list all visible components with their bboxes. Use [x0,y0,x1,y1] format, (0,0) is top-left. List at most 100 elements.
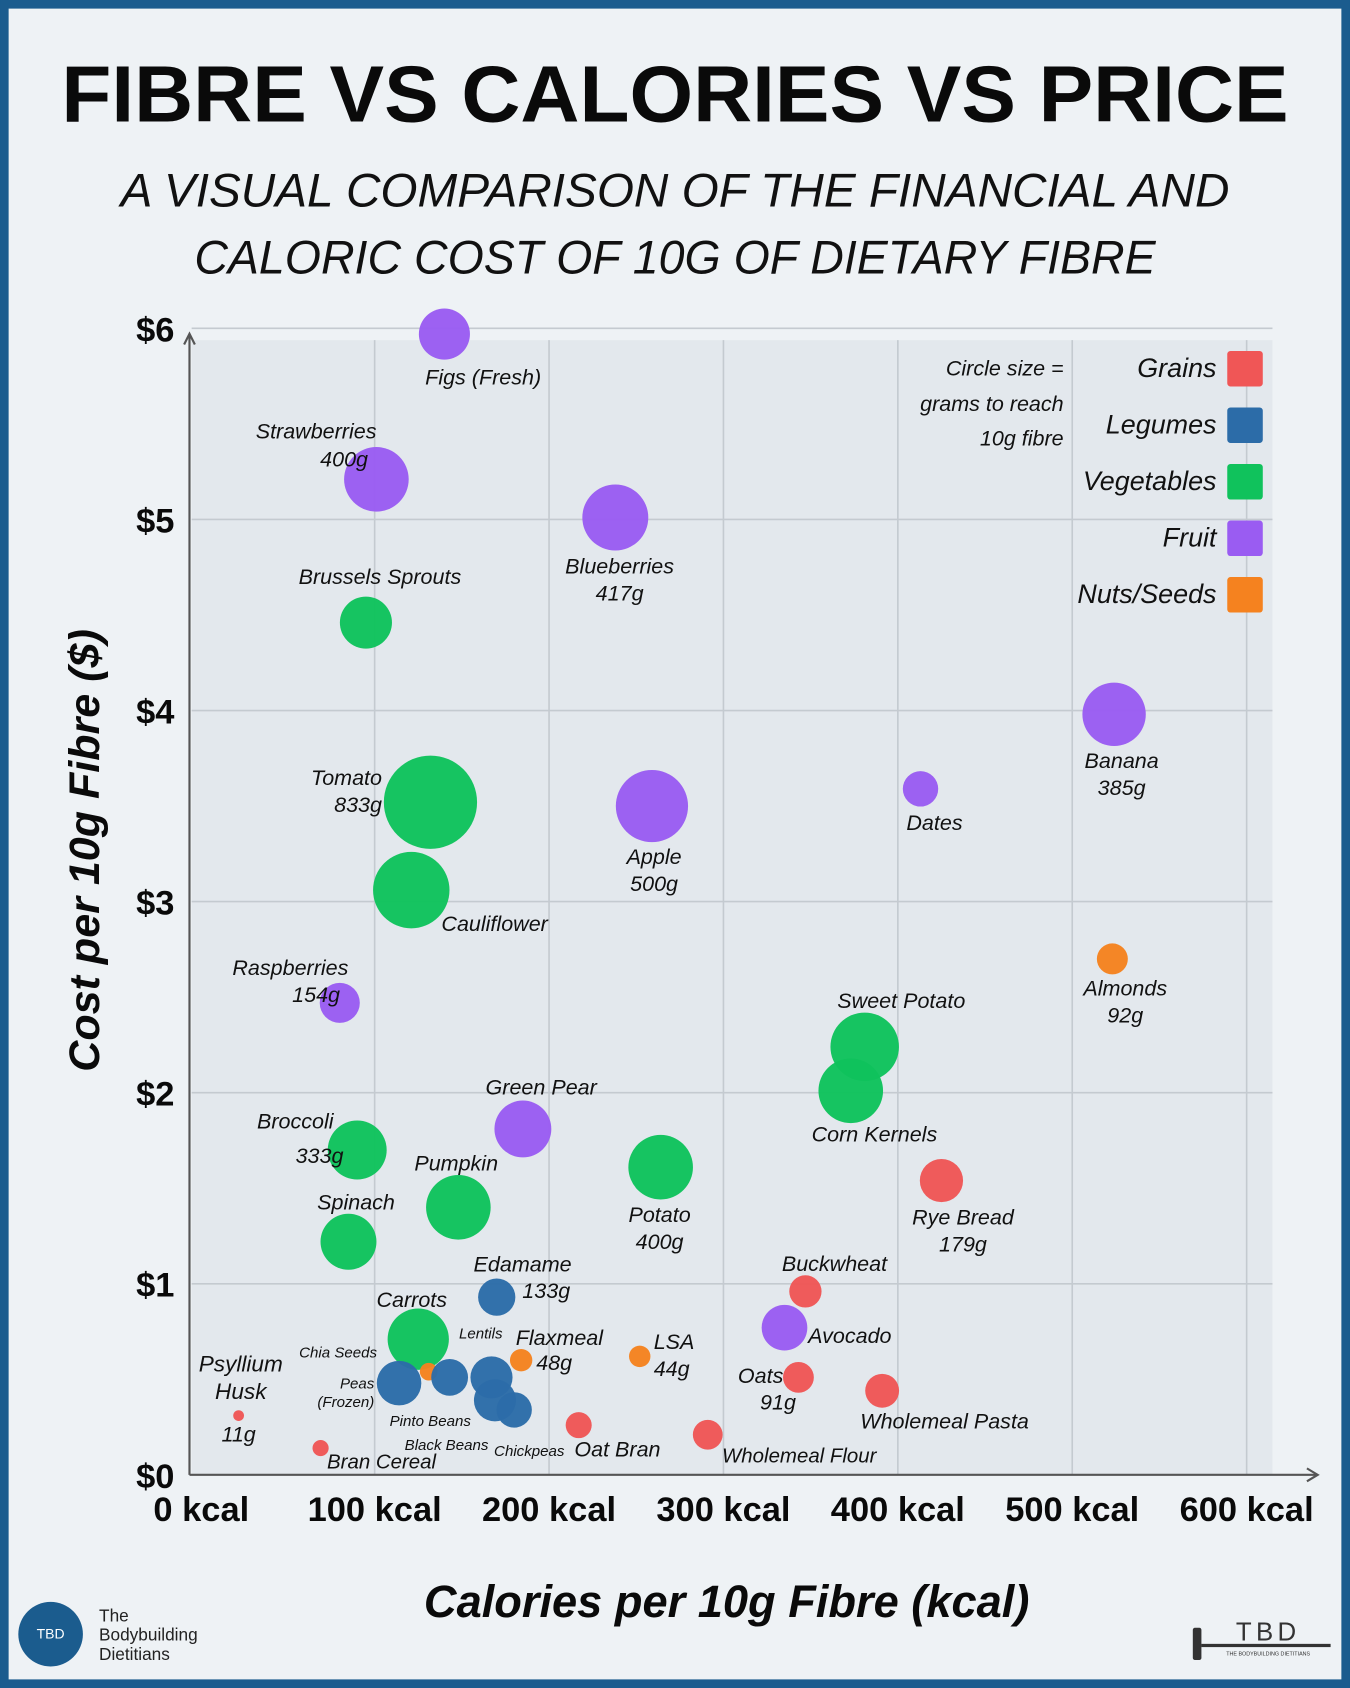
bubble-label: Pinto Beans [390,1413,472,1430]
y-tick-label: $1 [136,1267,174,1305]
barbell-plate-icon [1192,1627,1202,1661]
x-tick-label: 500 kcal [1005,1491,1139,1529]
bubble-label: Raspberries [232,956,348,980]
bubbles [233,308,1146,1457]
bubble-label: Wholemeal Pasta [860,1409,1029,1433]
bubble-grams-label: 92g [1107,1003,1143,1027]
bubble-grams-label: 91g [760,1391,796,1415]
bubble-pinto-beans [431,1358,469,1396]
bubble-green-pear [494,1100,552,1158]
bubble-grams-label: 333g [296,1144,344,1168]
right-logo-subtext: THE BODYBUILDING DIETITIANS [1226,1652,1310,1658]
grid [191,327,1273,1475]
bubble-lsa [629,1345,651,1368]
bubble-brussels-sprouts [339,596,392,649]
y-tick-labels: $0 $1 $2 $3 $4 $5 $6 [136,311,174,1496]
plot-area [191,340,1273,1475]
legend-label: Legumes [1106,409,1217,439]
right-logo-text: TBD [1236,1619,1301,1647]
bubble-grams-label: 500g [630,872,678,896]
bubble-broccoli [327,1120,387,1180]
bubble-label: Corn Kernels [812,1122,938,1146]
bubble-label: Buckwheat [782,1252,888,1276]
bubble-label: Flaxmeal [516,1326,605,1350]
bubble-chickpeas [496,1392,532,1428]
brand-logo-text: TBD [37,1625,65,1641]
legend-swatch [1227,520,1263,557]
bubble-label: Banana [1085,749,1159,773]
bubble-tomato [383,755,478,849]
brand-name-line-3: Dietitians [99,1644,170,1664]
size-note: Circle size = grams to reach 10g fibre [920,357,1064,451]
bubble-label: Brussels Sprouts [299,565,462,589]
bubble-grams-label: 44g [654,1357,690,1381]
brand-name-line-2: Bodybuilding [99,1625,198,1645]
brand-logo-left: TBD The Bodybuilding Dietitians [18,1601,198,1667]
bubble-label: Apple [625,845,682,869]
bubble-label: Carrots [377,1288,448,1312]
size-note-line-3: 10g fibre [980,427,1064,451]
x-tick-label: 400 kcal [831,1491,965,1529]
legend-label: Grains [1137,353,1216,383]
legend-swatch [1227,577,1263,613]
x-tick-label: 600 kcal [1180,1491,1314,1529]
bubble-psyllium-husk [233,1410,245,1421]
brand-logo-right: TBD THE BODYBUILDING DIETITIANS [1192,1619,1331,1661]
bubble-blueberries [582,484,649,551]
bubble-grams-label: 154g [292,983,340,1007]
bubble-label: Potato [628,1203,690,1227]
bubble-grams-label: 48g [536,1351,572,1375]
bubble-dates [902,771,939,807]
bubble-label: Black Beans [405,1437,489,1454]
bubble-raspberries [319,982,360,1023]
bubble-label: Chickpeas [494,1443,565,1460]
legend-swatch [1227,463,1263,500]
bubble-pumpkin [426,1175,491,1240]
legend-label: Vegetables [1083,466,1217,496]
bubble-label: Green Pear [486,1076,598,1100]
legend-swatch [1227,350,1263,387]
bubble-potato [628,1134,693,1200]
y-axis-label: Cost per 10g Fibre ($) [61,629,109,1072]
bubble-grams-label: 179g [939,1233,987,1257]
axes [183,331,1320,1483]
bubble-label: Pumpkin [414,1152,498,1176]
y-axis-arrow [183,331,196,345]
bubble-rye-bread [919,1158,964,1203]
bubble-label: Psyllium [199,1351,283,1376]
bubble-peas-frozen- [376,1360,422,1406]
bubble-label: Spinach [317,1190,395,1214]
scatter-plot: 0 kcal 100 kcal 200 kcal 300 kcal 400 kcal 50… [136,308,1320,1529]
bubble-label: Chia Seeds [299,1345,377,1362]
bubble-label: LSA [654,1330,695,1354]
y-tick-label: $3 [136,885,174,923]
subtitle-line-2: CALORIC COST OF 10G OF DIETARY FIBRE [194,231,1157,284]
bubble-label: Tomato [311,766,382,790]
size-note-line-2: grams to reach [920,392,1063,416]
bubble-grams-label: 133g [522,1279,570,1303]
bubble-grams-label: 417g [596,581,644,605]
bubble-avocado [761,1304,808,1351]
y-tick-label: $6 [136,311,174,349]
bubble-grams-label: 11g [221,1422,255,1446]
bubble-label: Wholemeal Flour [722,1445,878,1468]
bubble-label: Husk [215,1379,268,1404]
x-tick-label: 200 kcal [482,1491,616,1529]
x-axis-arrow [1306,1467,1320,1483]
bubble-grams-label: 833g [334,793,382,817]
subtitle-line-1: A VISUAL COMPARISON OF THE FINANCIAL AND [118,165,1230,218]
bubble-bran-cereal [312,1440,329,1457]
legend-label: Fruit [1163,522,1218,552]
bubble-carrots [387,1308,449,1370]
bubble-figs-fresh- [418,308,470,360]
x-axis-label: Calories per 10g Fibre (kcal) [424,1576,1029,1627]
bubble-label: Peas [340,1376,375,1393]
bubble-label: Almonds [1081,977,1167,1001]
bubble-label: Rye Bread [912,1206,1015,1230]
page-title: FIBRE VS CALORIES VS PRICE [61,50,1288,139]
brand-logo-circle [18,1601,83,1667]
bubble-edamame [478,1278,516,1316]
legend-label: Nuts/Seeds [1077,579,1216,609]
legend-swatch [1227,407,1263,443]
